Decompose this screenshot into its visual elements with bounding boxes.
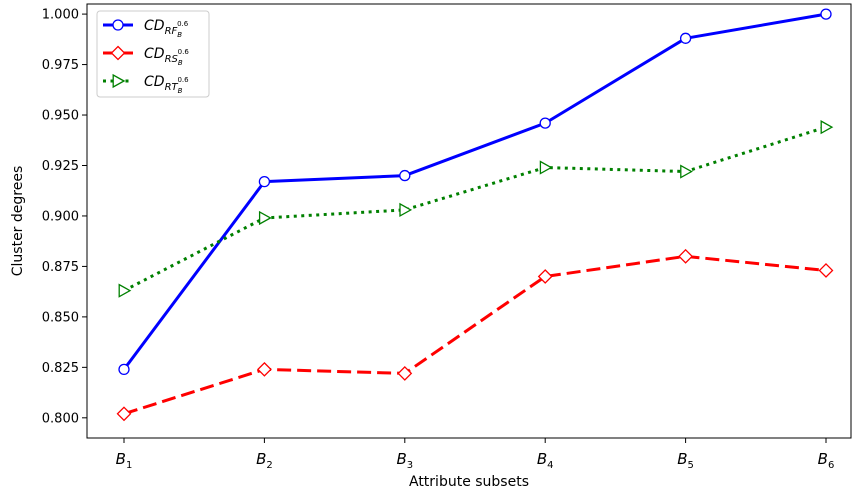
legend-label-sub: RS [165,54,179,65]
legend-label-base: CD [144,74,165,90]
legend-entry: CDRSB 0.6 [103,45,189,67]
legend-label-sup: 0.6 [178,48,190,56]
y-tick-label: 0.800 [42,411,79,426]
x-tick-label-base: B [116,450,126,468]
x-tick-label-subscript: 3 [407,460,413,471]
circle-marker [118,363,130,376]
series-line [123,125,827,292]
triangle-marker [680,164,693,179]
circle-marker [820,8,832,20]
legend-label-subsub: B [178,59,183,67]
y-tick-label: 0.900 [42,209,79,224]
series-2 [118,120,834,298]
legend-label-subsub: B [178,87,183,95]
legend-label-sub: RF [165,26,178,37]
x-tick-label-subscript: 5 [688,460,694,471]
circle-marker [399,169,411,182]
legend-label: CDRTB 0.6 [144,74,189,95]
triangle-marker [820,120,834,135]
x-tick-label-base: B [396,450,406,468]
y-tick-label: 0.925 [42,159,79,174]
legend-diamond-marker [110,45,126,61]
legend-box [96,10,210,98]
diamond-marker [537,269,553,284]
series-line [122,12,827,371]
legend-label-sup: 0.6 [177,20,189,28]
diamond-marker [256,361,272,377]
x-tick-label: B3 [396,450,413,471]
triangle-marker [258,210,272,226]
y-tick-label: 0.975 [42,58,79,73]
legend-label: CDRSB 0.6 [144,46,189,67]
legend-label: CDRFB 0.6 [144,18,189,39]
x-tick-label: B6 [818,450,835,471]
plot-frame [86,3,852,439]
legend-triangle-marker [112,73,126,89]
x-tick-label-subscript: 2 [266,460,272,471]
x-axis: B1 B2 B3 B4 B5 B6 [116,438,835,471]
x-tick-label-subscript: 4 [547,460,553,471]
x-tick-label-base: B [677,450,687,468]
circle-marker [539,117,551,129]
triangle-marker [539,160,553,175]
circle-marker [679,32,692,44]
legend-label-sup: 0.6 [177,76,189,84]
x-tick-label: B5 [677,450,694,471]
diamond-marker [397,365,413,381]
x-tick-label-subscript: 1 [126,460,132,471]
y-tick-label: 0.875 [42,260,79,275]
x-axis-label: Attribute subsets [409,474,529,490]
diamond-marker [818,263,834,278]
series-1 [116,248,834,422]
y-tick-label: 0.825 [42,361,79,376]
diamond-marker [116,406,132,422]
legend-entry: CDRFB 0.6 [103,18,189,39]
legend-circle-marker [112,19,124,31]
x-tick-label: B4 [537,450,554,471]
y-tick-label: 0.950 [42,109,79,124]
series-line [123,254,827,416]
y-tick-label: 1.000 [42,8,79,23]
diamond-marker [678,248,694,264]
y-axis: 0.800 0.825 0.850 0.875 0.900 0.925 0.950 0.975… [42,8,87,426]
x-tick-label-base: B [256,450,266,468]
legend-label-sub: RT [165,82,179,93]
x-tick-label-subscript: 6 [828,460,834,471]
circle-marker [258,175,271,188]
legend-label-subsub: B [177,31,182,39]
triangle-marker [118,283,132,298]
legend-entry: CDRTB 0.6 [103,73,189,95]
series-0 [118,8,832,376]
y-tick-label: 0.850 [42,310,79,325]
y-axis-label: Cluster degrees [10,166,26,277]
x-tick-label-base: B [537,450,547,468]
legend-label-base: CD [144,18,165,34]
x-tick-label-base: B [818,450,828,468]
legend-label-base: CD [144,46,165,62]
x-tick-label: B1 [116,450,133,471]
triangle-marker [399,202,413,218]
plot-area [116,8,834,422]
x-tick-label: B2 [256,450,273,471]
